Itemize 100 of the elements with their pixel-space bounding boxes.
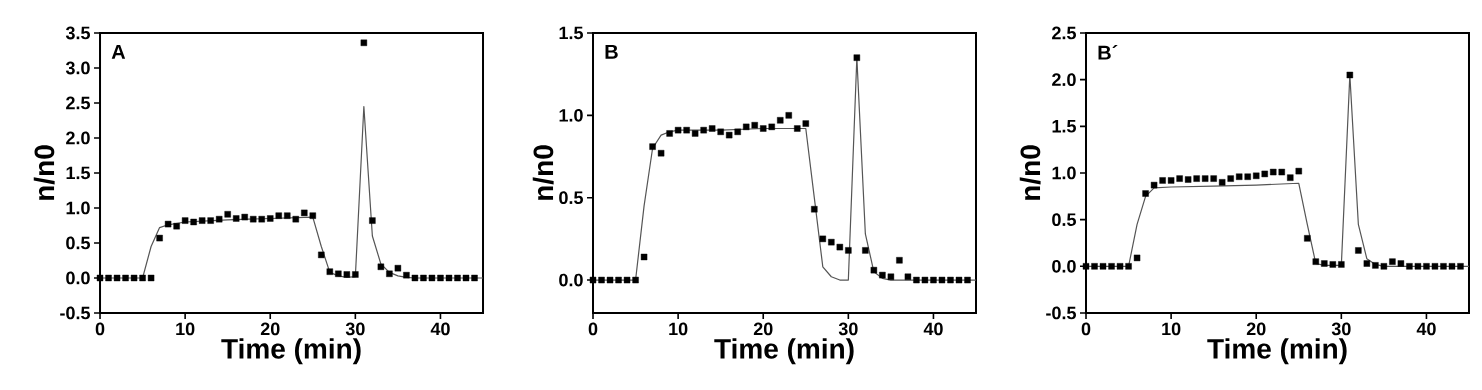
x-tick-label: 30 [1331,322,1351,336]
point [751,122,758,129]
point [250,215,257,223]
point [454,274,461,282]
point [343,271,351,278]
point [411,274,419,282]
point [105,274,112,282]
point [1355,247,1362,254]
x-tick-label: 40 [1416,322,1436,336]
point [802,120,809,127]
point [360,39,368,46]
point [734,128,741,136]
point [1244,173,1251,180]
x-tick-label: 30 [838,322,858,336]
y-axis-title: n/n0 [33,145,55,200]
x-tick-label: 10 [669,322,688,336]
point [819,235,827,243]
point [1116,263,1124,270]
point [1440,263,1447,270]
point [717,128,724,136]
y-tick-label: 2.5 [66,96,90,110]
point [1082,263,1090,270]
point [437,274,444,282]
point [674,126,682,134]
point [318,251,325,259]
point [1304,235,1311,242]
point [386,270,393,277]
point [377,263,385,270]
point [1321,260,1328,267]
point [275,212,282,219]
point [335,270,342,277]
chart-title: B´ [1098,44,1118,60]
point [96,274,104,282]
point [1167,177,1175,184]
point [428,274,436,282]
point [743,123,750,131]
point [164,220,172,228]
y-tick-label: 2.0 [66,131,90,145]
point [352,271,359,278]
point [666,130,673,137]
chart-title: B [605,44,618,59]
point [241,213,248,221]
x-tick-label: 0 [95,322,105,336]
point [887,273,895,280]
chart-title: A [111,44,126,59]
x-tick-label: 40 [923,322,943,336]
y-tick-label: 3.5 [65,26,90,40]
point [589,276,597,284]
point [870,266,878,274]
point [1270,168,1277,176]
point [828,238,835,246]
point [657,150,665,157]
point [1329,261,1337,268]
y-tick-label: 2.0 [1052,73,1076,87]
point [700,126,707,134]
point [938,276,946,284]
point [420,274,427,282]
point [207,217,214,224]
y-tick-label: 1.0 [559,108,583,122]
point [853,54,861,61]
point [292,215,299,223]
point [836,243,844,251]
y-tick-label: 1.0 [66,201,90,215]
point [1448,263,1456,270]
point [615,276,622,284]
y-tick-label: 2.5 [1052,26,1076,40]
y-tick-label: 0.5 [1052,213,1076,227]
point [1380,263,1388,270]
point [683,126,690,134]
point [649,143,656,150]
point [1176,175,1183,182]
point [811,206,818,213]
point [258,215,265,223]
point [1099,263,1107,270]
x-tick-label: 40 [430,322,450,336]
y-tick-label: 0.0 [1052,259,1076,273]
point [173,222,180,230]
point [1201,175,1209,182]
point [777,117,784,124]
point [1295,167,1302,175]
point [598,276,605,284]
point [640,253,648,261]
point [1389,258,1396,265]
point [862,247,869,254]
point [1431,263,1439,270]
point [1218,179,1226,186]
x-axis-title: Time (min) [714,338,854,365]
point [955,276,963,284]
y-tick-label: -0.5 [1046,306,1076,320]
y-tick-label: 1.0 [1052,166,1076,180]
y-tick-label: 1.5 [559,26,583,40]
point [1142,190,1149,197]
point [233,215,240,222]
x-tick-label: 20 [1246,322,1266,336]
point [181,217,189,224]
point [369,217,376,224]
point [190,218,197,226]
y-tick-label: -0.5 [60,306,90,320]
point [879,271,886,279]
point [708,125,716,132]
